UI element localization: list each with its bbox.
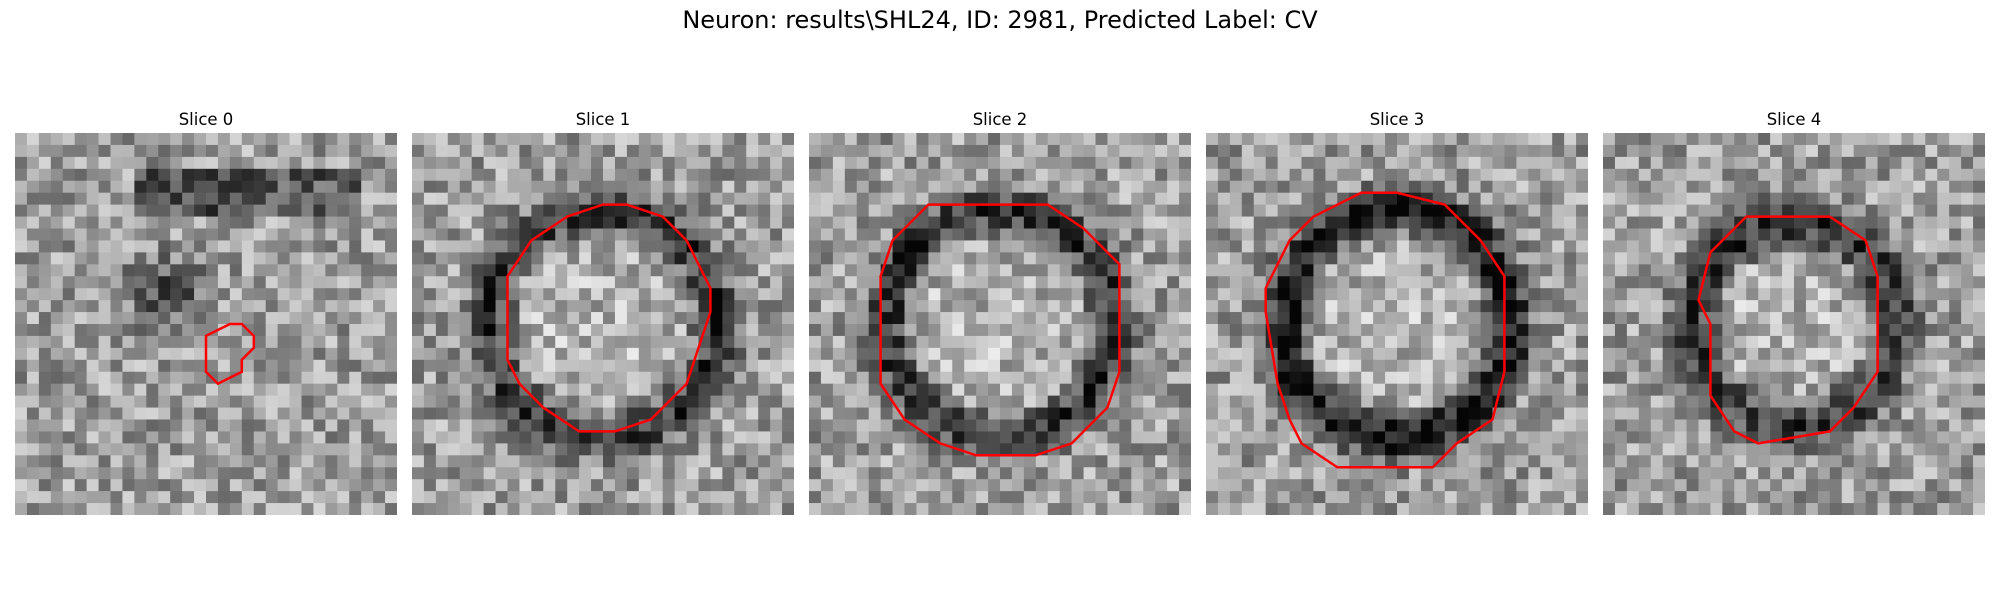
slice-title: Slice 4: [1766, 110, 1822, 129]
slice-image: [412, 133, 794, 515]
slice-image: [1603, 133, 1985, 515]
slice-title: Slice 3: [1369, 110, 1425, 129]
segmentation-contour: [204, 322, 256, 386]
slice-panel: Slice 4: [1603, 108, 1985, 515]
pixel-grid: [15, 133, 397, 515]
slice-title: Slice 1: [575, 110, 631, 129]
slice-panel: Slice 1: [412, 108, 794, 515]
slice-image: [809, 133, 1191, 515]
slice-panel: Slice 3: [1206, 108, 1588, 515]
slice-panel: Slice 2: [809, 108, 1191, 515]
segmentation-contour: [879, 203, 1121, 457]
pixel-grid: [809, 133, 1191, 515]
slice-image: [1206, 133, 1588, 515]
segmentation-contour: [1697, 215, 1879, 445]
slice-title: Slice 0: [178, 110, 234, 129]
slice-title: Slice 2: [972, 110, 1028, 129]
slice-panel: Slice 0: [15, 108, 397, 515]
figure-title: Neuron: results\SHL24, ID: 2981, Predict…: [682, 6, 1318, 34]
pixel-grid: [412, 133, 794, 515]
pixel-grid: [1603, 133, 1985, 515]
segmentation-contour: [506, 203, 712, 433]
segmentation-contour: [1264, 191, 1506, 469]
slice-image: [15, 133, 397, 515]
pixel-grid: [1206, 133, 1588, 515]
